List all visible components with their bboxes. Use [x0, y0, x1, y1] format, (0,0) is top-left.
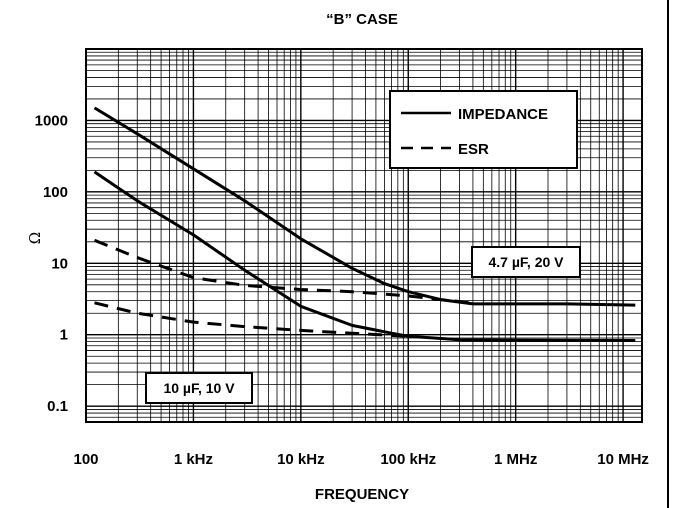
annotation-4p7uf-label: 4.7 µF, 20 V — [489, 254, 565, 270]
x-tick-label: 10 MHz — [597, 451, 649, 468]
curve-impedance-10uf — [93, 170, 636, 342]
y-tick-label: 100 — [43, 184, 68, 201]
x-tick-labels: 100 1 kHz 10 kHz 100 kHz 1 MHz 10 MHz — [73, 451, 648, 468]
x-tick-label: 1 MHz — [494, 451, 537, 468]
x-tick-label: 100 kHz — [380, 451, 436, 468]
annotation-4p7uf-box — [471, 246, 581, 278]
legend-box — [389, 90, 578, 169]
y-tick-label: 0.1 — [47, 398, 68, 415]
annotation-10uf-box — [145, 372, 253, 404]
plot-frame — [85, 48, 643, 423]
y-tick-label: 10 — [51, 255, 68, 272]
annotation-4p7uf: 4.7 µF, 20 V — [471, 246, 581, 278]
curve-esr-4p7uf — [93, 238, 474, 305]
curves — [93, 106, 636, 342]
legend-esr-label: ESR — [458, 141, 489, 158]
y-tick-label: 1000 — [35, 112, 68, 129]
curve-esr-10uf — [94, 301, 409, 338]
annotation-10uf: 10 µF, 10 V — [145, 372, 253, 404]
chart-title: “B” CASE — [326, 11, 398, 28]
x-tick-label: 100 — [73, 451, 98, 468]
y-tick-labels: 0.1 1 10 100 1000 — [35, 112, 68, 415]
annotation-10uf-label: 10 µF, 10 V — [163, 380, 235, 396]
legend: IMPEDANCE ESR — [389, 90, 578, 169]
y-axis-label: Ω — [26, 232, 44, 244]
x-tick-label: 10 kHz — [277, 451, 325, 468]
x-tick-label: 1 kHz — [174, 451, 213, 468]
legend-impedance-label: IMPEDANCE — [458, 106, 548, 123]
y-tick-label: 1 — [60, 327, 68, 344]
x-axis-label: FREQUENCY — [315, 486, 409, 503]
grid-lines — [85, 49, 642, 423]
curve-impedance-4p7uf — [93, 106, 636, 307]
